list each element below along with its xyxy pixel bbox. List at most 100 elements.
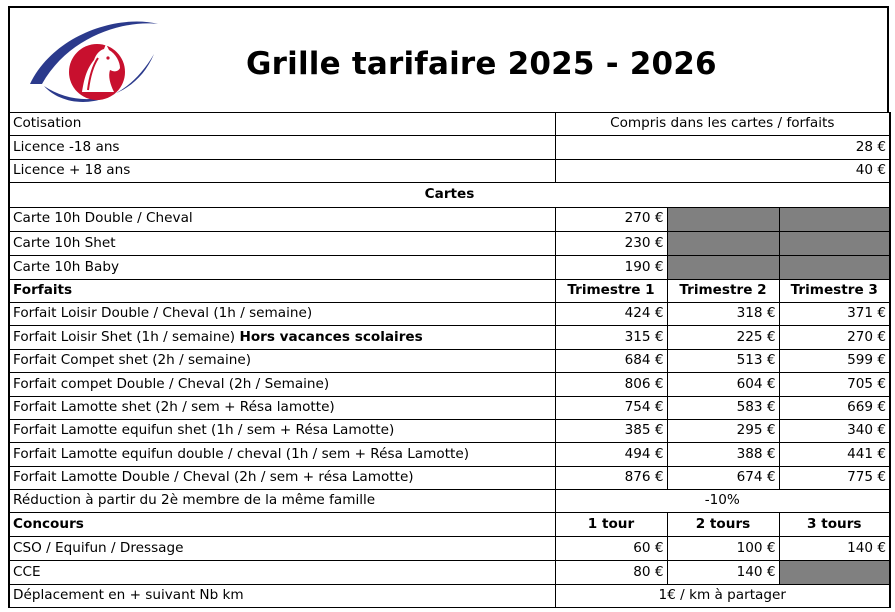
empty-cell xyxy=(778,230,892,257)
trimestre2-header: Trimestre 2 xyxy=(666,278,780,304)
forfait-t3: 441 € xyxy=(778,442,892,467)
concours-c3: 140 € xyxy=(778,535,892,562)
forfait-t2: 583 € xyxy=(666,395,780,420)
forfait-t3: 340 € xyxy=(778,418,892,444)
cartes-heading: Cartes xyxy=(7,182,892,208)
forfait-t1: 876 € xyxy=(554,465,668,491)
row-reduction: Réduction à partir du 2è membre de la mê… xyxy=(8,489,892,514)
forfait-label-text: Forfait compet Double / Cheval (2h / Sem… xyxy=(13,375,330,392)
deplacement-label: Déplacement en + suivant Nb km xyxy=(8,583,556,609)
forfait-label-text: Forfait Lamotte shet (2h / sem + Résa la… xyxy=(13,398,335,415)
concours-c1: 80 € xyxy=(554,560,668,585)
forfait-t1: 754 € xyxy=(554,395,668,420)
forfait-t1: 494 € xyxy=(554,442,668,467)
carte-baby-price: 190 € xyxy=(554,255,668,280)
forfait-t2: 225 € xyxy=(666,325,780,350)
forfait-label: Forfait Lamotte shet (2h / sem + Résa la… xyxy=(8,395,556,420)
row-licence-minus18: Licence -18 ans 28 € xyxy=(8,135,892,160)
row-cartes-heading: Cartes xyxy=(7,182,892,208)
empty-cell xyxy=(666,230,780,257)
forfait-t2: 388 € xyxy=(666,442,780,467)
carte-double-label: Carte 10h Double / Cheval xyxy=(8,206,556,232)
forfait-label-text: Forfait Compet shet (2h / semaine) xyxy=(13,352,252,369)
empty-cell xyxy=(778,255,892,280)
carte-double-price: 270 € xyxy=(554,206,668,232)
tariff-table: Cotisation Compris dans les cartes / for… xyxy=(7,111,892,609)
forfait-t3: 599 € xyxy=(778,348,892,374)
forfait-label: Forfait Loisir Shet (1h / semaine) Hors … xyxy=(8,325,556,350)
forfait-t3: 669 € xyxy=(778,395,892,420)
forfait-label: Forfait Lamotte Double / Cheval (2h / se… xyxy=(8,465,556,491)
row-forfait: Forfait Loisir Double / Cheval (1h / sem… xyxy=(8,302,892,327)
concours-label: CCE xyxy=(8,560,556,585)
forfait-label: Forfait Lamotte equifun shet (1h / sem +… xyxy=(8,418,556,444)
deplacement-value: 1€ / km à partager xyxy=(554,583,892,609)
licence-minus18-value: 28 € xyxy=(554,135,892,160)
row-forfaits-header: Forfaits Trimestre 1 Trimestre 2 Trimest… xyxy=(8,278,892,304)
forfait-label-text: Forfait Lamotte equifun double / cheval … xyxy=(13,445,470,462)
forfait-label-text: Forfait Lamotte equifun shet (1h / sem +… xyxy=(13,422,395,439)
forfait-label: Forfait Lamotte equifun double / cheval … xyxy=(8,442,556,467)
row-forfait: Forfait compet Double / Cheval (2h / Sem… xyxy=(8,372,892,397)
tour1-header: 1 tour xyxy=(554,512,668,537)
licence-plus18-label: Licence + 18 ans xyxy=(8,158,556,184)
forfait-label-text: Forfait Lamotte Double / Cheval (2h / se… xyxy=(13,469,414,486)
forfait-label-text: Forfait Loisir Shet (1h / semaine) xyxy=(13,328,240,345)
concours-c1: 60 € xyxy=(554,535,668,562)
cotisation-label: Cotisation xyxy=(8,111,556,137)
empty-cell xyxy=(666,255,780,280)
empty-cell xyxy=(778,560,892,585)
forfait-t3: 371 € xyxy=(778,302,892,327)
row-carte-double: Carte 10h Double / Cheval 270 € xyxy=(8,206,892,232)
row-deplacement: Déplacement en + suivant Nb km 1€ / km à… xyxy=(8,583,892,609)
forfait-label-text: Forfait Loisir Double / Cheval (1h / sem… xyxy=(13,305,313,322)
forfait-label: Forfait compet Double / Cheval (2h / Sem… xyxy=(8,372,556,397)
concours-label: CSO / Equifun / Dressage xyxy=(8,535,556,562)
carte-baby-label: Carte 10h Baby xyxy=(8,255,556,280)
reduction-value: -10% xyxy=(554,489,892,514)
trimestre1-header: Trimestre 1 xyxy=(554,278,668,304)
forfait-t1: 806 € xyxy=(554,372,668,397)
forfait-t2: 318 € xyxy=(666,302,780,327)
cotisation-value: Compris dans les cartes / forfaits xyxy=(554,111,892,137)
row-cotisation: Cotisation Compris dans les cartes / for… xyxy=(8,111,892,137)
row-forfait: Forfait Lamotte equifun shet (1h / sem +… xyxy=(8,418,892,444)
carte-shet-price: 230 € xyxy=(554,230,668,257)
tour3-header: 3 tours xyxy=(778,512,892,537)
concours-heading: Concours xyxy=(8,512,556,537)
reduction-label: Réduction à partir du 2è membre de la mê… xyxy=(8,489,556,514)
forfait-t2: 513 € xyxy=(666,348,780,374)
forfait-t1: 424 € xyxy=(554,302,668,327)
horse-head-eye-logo-icon xyxy=(30,21,158,102)
forfait-t2: 674 € xyxy=(666,465,780,491)
row-carte-baby: Carte 10h Baby 190 € xyxy=(8,255,892,280)
forfait-t3: 775 € xyxy=(778,465,892,491)
forfait-label: Forfait Compet shet (2h / semaine) xyxy=(8,348,556,374)
header-block: Grille tarifaire 2025 - 2026 xyxy=(8,6,889,112)
forfaits-heading: Forfaits xyxy=(8,278,556,304)
forfait-t1: 315 € xyxy=(554,325,668,350)
row-licence-plus18: Licence + 18 ans 40 € xyxy=(8,158,892,184)
forfait-t1: 385 € xyxy=(554,418,668,444)
concours-c2: 140 € xyxy=(666,560,780,585)
row-concours-cce: CCE 80 € 140 € xyxy=(8,560,892,585)
licence-minus18-label: Licence -18 ans xyxy=(8,135,556,160)
empty-cell xyxy=(666,206,780,232)
page-title: Grille tarifaire 2025 - 2026 xyxy=(246,46,717,82)
forfait-label: Forfait Loisir Double / Cheval (1h / sem… xyxy=(8,302,556,327)
row-concours-cso: CSO / Equifun / Dressage 60 € 100 € 140 … xyxy=(8,535,892,562)
row-forfait: Forfait Lamotte shet (2h / sem + Résa la… xyxy=(8,395,892,420)
tour2-header: 2 tours xyxy=(666,512,780,537)
forfait-label-emphasis: Hors vacances scolaires xyxy=(239,328,423,345)
concours-c2: 100 € xyxy=(666,535,780,562)
trimestre3-header: Trimestre 3 xyxy=(778,278,892,304)
row-forfait: Forfait Lamotte Double / Cheval (2h / se… xyxy=(8,465,892,491)
forfait-t3: 705 € xyxy=(778,372,892,397)
forfait-t2: 604 € xyxy=(666,372,780,397)
row-forfait: Forfait Loisir Shet (1h / semaine) Hors … xyxy=(8,325,892,350)
licence-plus18-value: 40 € xyxy=(554,158,892,184)
carte-shet-label: Carte 10h Shet xyxy=(8,230,556,257)
row-forfait: Forfait Compet shet (2h / semaine) 684 €… xyxy=(8,348,892,374)
row-carte-shet: Carte 10h Shet 230 € xyxy=(8,230,892,257)
